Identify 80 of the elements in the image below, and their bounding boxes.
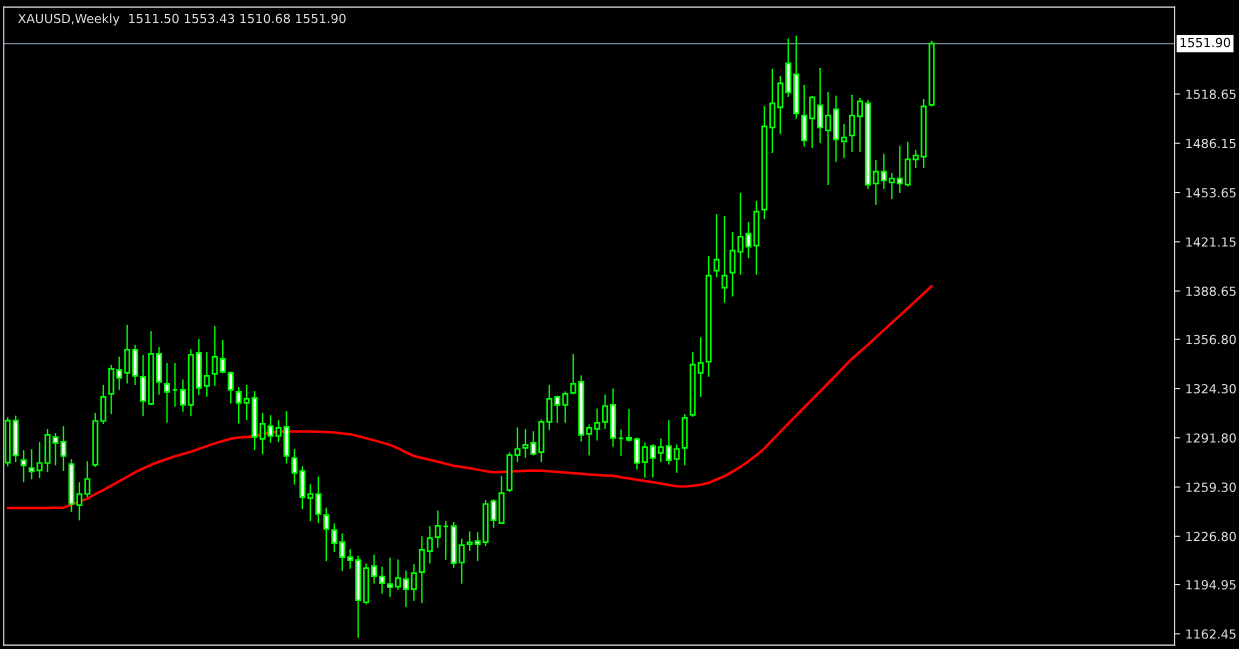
candlestick [219, 339, 226, 374]
candlestick [76, 482, 83, 521]
candlestick [307, 484, 314, 522]
candlestick [124, 324, 131, 384]
candlestick [713, 213, 720, 278]
candlestick [418, 536, 425, 604]
candlestick [602, 394, 609, 430]
candlestick [379, 566, 386, 594]
candlestick [386, 557, 394, 598]
y-tick-label: 1486.15 [1186, 138, 1236, 149]
candlestick [179, 379, 186, 412]
candlestick [546, 384, 553, 431]
y-tick-label: 1421.15 [1186, 237, 1236, 247]
y-tick-label: 1324.30 [1186, 384, 1236, 394]
y-tick-label: 1162.45 [1186, 629, 1236, 639]
candlestick [227, 371, 234, 404]
candlestick [315, 476, 322, 524]
candlestick [649, 443, 656, 478]
candlestick [331, 523, 338, 553]
candlestick [562, 391, 569, 424]
candlestick [339, 533, 346, 572]
candlestick [20, 449, 27, 483]
candlestick [235, 387, 242, 424]
candlestick [641, 442, 648, 478]
candlestick [163, 362, 171, 424]
candlestick [880, 153, 887, 190]
candlestick [410, 564, 417, 602]
candlestick [625, 408, 632, 442]
candlestick [371, 554, 378, 584]
candlestick [697, 337, 704, 397]
candlestick [586, 424, 593, 456]
y-tick-label: 1194.95 [1186, 580, 1236, 590]
candlestick [665, 419, 672, 465]
candlestick [490, 499, 497, 529]
candlestick [36, 441, 43, 479]
candlestick [347, 549, 354, 569]
candlestick [809, 95, 816, 149]
candlestick [426, 526, 433, 564]
candlestick [28, 448, 35, 480]
y-tick-label: 1453.65 [1186, 188, 1236, 198]
candlestick [474, 532, 481, 562]
candlestick [434, 510, 441, 548]
chart-title: XAUUSD,Weekly 1511.50 1553.43 1510.68 1551.90 [18, 13, 346, 26]
candlestick [817, 67, 824, 144]
ref-line-label: 1551.90 [1180, 37, 1231, 48]
candlestick [291, 448, 298, 485]
candlestick [856, 97, 863, 153]
candlestick [522, 428, 529, 459]
y-tick-label: 1388.65 [1186, 286, 1236, 296]
candlestick [211, 325, 218, 386]
candlestick [570, 353, 577, 395]
candlestick [888, 172, 895, 200]
candlestick [323, 507, 330, 562]
y-tick-label: 1518.65 [1186, 89, 1236, 99]
candlestick [243, 384, 250, 421]
candlestick [825, 91, 832, 186]
candlestick [203, 351, 210, 397]
candlestick [394, 559, 402, 590]
line-series [6, 284, 933, 510]
candlestick [721, 215, 728, 303]
y-tick-label: 1291.80 [1186, 433, 1236, 443]
candlestick [594, 408, 601, 441]
candlestick [840, 123, 848, 159]
y-tick-label: 1356.80 [1186, 334, 1236, 345]
candlestick [657, 438, 664, 463]
y-tick-label: 1259.30 [1186, 482, 1236, 492]
candlestick [84, 461, 91, 498]
candlestick [402, 570, 409, 608]
candlestick [458, 538, 465, 584]
candlestick [554, 395, 561, 424]
candlestick [530, 431, 537, 456]
candlestick [116, 356, 123, 391]
candlestick [848, 94, 856, 153]
y-tick-label: 1226.80 [1186, 531, 1236, 542]
candlestick [872, 159, 879, 206]
candlestick [466, 531, 473, 552]
candlestick [896, 145, 903, 194]
candlestick [633, 437, 640, 470]
candlestick [673, 444, 680, 474]
candlestick [259, 412, 266, 455]
